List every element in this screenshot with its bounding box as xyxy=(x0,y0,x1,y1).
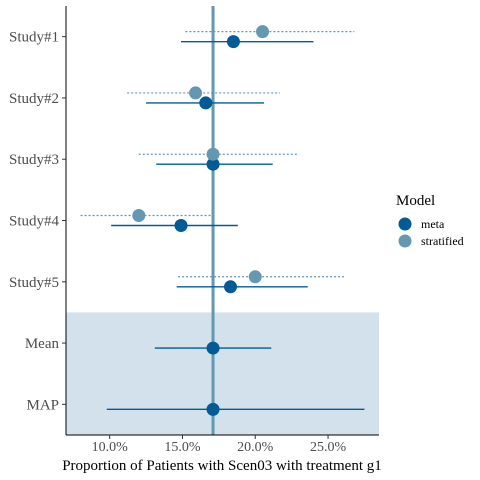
y-tick-label: Mean xyxy=(25,336,60,352)
meta-point-study4 xyxy=(174,219,188,232)
series-meta xyxy=(106,35,365,416)
meta-point-mean xyxy=(206,341,220,355)
legend-key-meta xyxy=(398,217,412,231)
stratified-point-study1 xyxy=(256,25,270,39)
stratified-point-study4 xyxy=(132,209,146,222)
stratified-point-study5 xyxy=(248,270,262,284)
legend-title: Model xyxy=(396,193,435,209)
y-tick-label: Study#5 xyxy=(9,275,59,291)
y-tick-label: Study#3 xyxy=(9,152,59,168)
meta-point-map xyxy=(206,402,220,416)
stratified-point-study3 xyxy=(206,147,220,161)
x-axis-ticks: 10.0% 15.0% 20.0% 25.0% xyxy=(92,435,347,455)
stratified-point-study2 xyxy=(189,86,203,100)
meta-point-study3 xyxy=(206,157,220,171)
series-stratified xyxy=(80,25,355,284)
x-axis-title: Proportion of Patients with Scen03 with … xyxy=(62,458,382,474)
legend-key-stratified xyxy=(398,234,412,248)
legend-label-meta: meta xyxy=(421,217,445,231)
y-tick-label: Study#2 xyxy=(9,91,59,107)
shaded-summary-band xyxy=(66,312,379,435)
meta-point-study5 xyxy=(224,280,238,294)
y-tick-label: Study#1 xyxy=(9,30,59,46)
x-tick-label: 10.0% xyxy=(92,440,129,455)
meta-point-study1 xyxy=(226,35,240,49)
x-tick-label: 15.0% xyxy=(164,440,201,455)
legend-label-stratified: stratified xyxy=(421,234,464,248)
y-tick-label: MAP xyxy=(26,397,59,413)
x-tick-label: 25.0% xyxy=(310,440,347,455)
legend: Model meta stratified xyxy=(396,193,464,248)
y-tick-label: Study#4 xyxy=(9,214,60,230)
y-axis-ticks: Study#1 Study#2 Study#3 Study#4 Study#5 Mean M… xyxy=(9,30,66,413)
x-tick-label: 20.0% xyxy=(237,440,274,455)
series-marks xyxy=(80,25,365,416)
meta-point-study2 xyxy=(199,96,213,110)
